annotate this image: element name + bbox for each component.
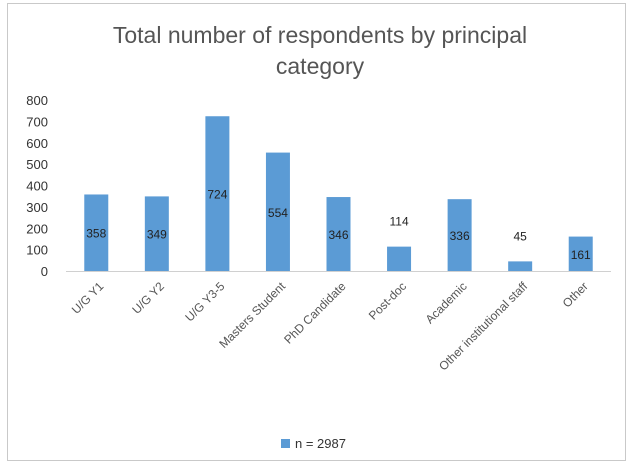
- x-tick-label: PhD Candidate: [281, 279, 349, 347]
- legend: n = 2987: [281, 436, 346, 451]
- y-tick-label: 400: [26, 179, 48, 194]
- legend-swatch: [281, 439, 290, 448]
- x-tick-label: U/G Y3-5: [182, 279, 227, 324]
- x-tick-label: Masters Student: [216, 279, 288, 351]
- y-tick-label: 100: [26, 243, 48, 258]
- y-tick-label: 500: [26, 157, 48, 172]
- y-tick-label: 0: [41, 264, 48, 279]
- bar: [508, 261, 533, 271]
- bar: [205, 116, 230, 272]
- data-label: 161: [571, 248, 591, 262]
- data-label: 724: [207, 188, 227, 202]
- y-axis-ticks: 0 100 200 300 400 500 600 700 800: [26, 93, 48, 279]
- data-label: 346: [328, 228, 348, 242]
- bars: [84, 116, 593, 272]
- chart-title-line-2: category: [276, 53, 365, 79]
- bar: [568, 236, 593, 271]
- y-tick-label: 300: [26, 200, 48, 215]
- data-label: 45: [513, 229, 527, 243]
- chart-title-line-1: Total number of respondents by principal: [113, 22, 527, 48]
- y-tick-label: 200: [26, 221, 48, 236]
- data-label: 554: [268, 206, 288, 220]
- bar: [387, 246, 412, 271]
- x-tick-label: Post-doc: [366, 279, 409, 322]
- bar: [144, 196, 169, 271]
- data-label: 114: [389, 215, 408, 229]
- x-tick-label: Other: [560, 279, 591, 310]
- data-label: 336: [450, 229, 470, 243]
- legend-label: n = 2987: [295, 436, 346, 451]
- bar: [265, 152, 290, 271]
- data-label: 358: [86, 227, 106, 241]
- x-tick-label: Academic: [423, 279, 470, 326]
- chart-frame: [7, 3, 626, 461]
- x-tick-label: U/G Y2: [129, 279, 167, 317]
- y-tick-label: 800: [26, 93, 48, 108]
- bar: [326, 197, 351, 271]
- y-tick-label: 600: [26, 136, 48, 151]
- x-tick-label: U/G Y1: [69, 279, 107, 317]
- bar: [84, 194, 109, 271]
- bar: [447, 199, 472, 271]
- data-label: 349: [147, 228, 167, 242]
- y-tick-label: 700: [26, 114, 48, 129]
- data-labels: 358 349 724 554 346 114 336 45 161: [86, 188, 591, 262]
